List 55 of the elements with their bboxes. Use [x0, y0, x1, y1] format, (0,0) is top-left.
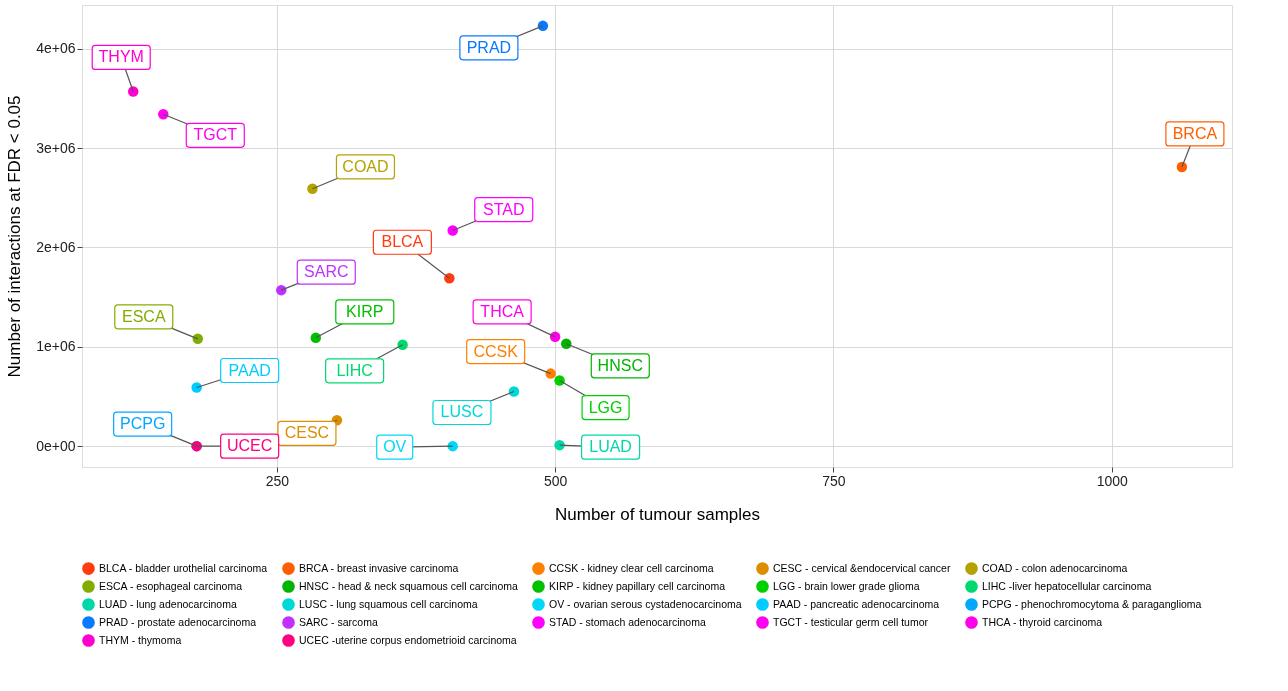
annotation: TGCT: [193, 126, 238, 144]
annotation: PAAD: [228, 361, 271, 379]
annotation: LIHC: [336, 361, 373, 379]
x-axis-title: Number of tumour samples: [554, 504, 761, 524]
legend-label: TGCT - testicular germ cell tumor: [773, 615, 929, 628]
legend-label: BRCA - breast invasive carcinoma: [299, 561, 459, 574]
legend-label: PCPG - phenochromocytoma & paraganglioma: [982, 597, 1202, 610]
y-axis-title: Number of interactions at FDR < 0.05: [5, 95, 25, 378]
annotation: CCSK: [473, 342, 519, 360]
annotation: THYM: [98, 48, 144, 66]
x-tick-label: 750: [822, 472, 846, 489]
legend-label: OV - ovarian serous cystadenocarcinoma: [549, 597, 742, 610]
annotation: ESCA: [121, 307, 166, 325]
annotation: BRCA: [1172, 124, 1218, 142]
annotation: OV: [383, 438, 407, 456]
annotation: LGG: [588, 398, 623, 416]
legend-label: PAAD - pancreatic adenocarcinoma: [773, 597, 940, 610]
legend-label: LUSC - lung squamous cell carcinoma: [299, 597, 478, 610]
legend-label: KIRP - kidney papillary cell carcinoma: [549, 579, 726, 592]
legend-label: PRAD - prostate adenocarcinoma: [99, 615, 257, 628]
legend-label: THYM - thymoma: [99, 633, 182, 646]
annotation: UCEC: [226, 437, 273, 455]
annotation: BLCA: [381, 233, 424, 251]
annotation: PRAD: [466, 38, 512, 56]
legend-label: THCA - thyroid carcinoma: [982, 615, 1103, 628]
legend-label: ESCA - esophageal carcinoma: [99, 579, 243, 592]
legend-label: BLCA - bladder urothelial carcinoma: [99, 561, 268, 574]
annotation: COAD: [342, 157, 389, 175]
annotation: HNSC: [597, 356, 643, 374]
y-tick-label: 3e+06: [36, 139, 76, 156]
legend-label: UCEC -uterine corpus endometrioid carcinoma: [299, 633, 517, 646]
annotation: CESC: [284, 424, 330, 442]
annotation: LUSC: [440, 403, 484, 421]
annotation: PCPG: [119, 415, 166, 433]
y-tick-label: 2e+06: [36, 238, 76, 255]
legend-label: LIHC -liver hepatocellular carcinoma: [982, 579, 1152, 592]
y-tick-label: 0e+00: [36, 437, 76, 454]
annotation: LUAD: [589, 438, 632, 456]
legend-label: CESC - cervical &endocervical cancer: [773, 561, 951, 574]
legend-label: STAD - stomach adenocarcinoma: [549, 615, 706, 628]
x-tick-label: 500: [543, 472, 568, 489]
x-tick-label: 1000: [1096, 472, 1129, 489]
y-tick-label: 1e+06: [36, 338, 76, 355]
legend-label: LUAD - lung adenocarcinoma: [99, 597, 237, 610]
annotation: KIRP: [346, 302, 384, 320]
legend-label: COAD - colon adenocarcinoma: [982, 561, 1128, 574]
annotation: SARC: [304, 263, 349, 281]
legend-label: LGG - brain lower grade glioma: [773, 579, 920, 592]
legend-label: CCSK - kidney clear cell carcinoma: [549, 561, 714, 574]
y-tick-label: 4e+06: [36, 40, 76, 57]
x-tick-label: 250: [265, 472, 290, 489]
annotation: THCA: [480, 302, 525, 320]
legend-label: HNSC - head & neck squamous cell carcinoma: [299, 579, 518, 592]
legend-label: SARC - sarcoma: [299, 615, 378, 628]
annotation: STAD: [482, 200, 525, 218]
